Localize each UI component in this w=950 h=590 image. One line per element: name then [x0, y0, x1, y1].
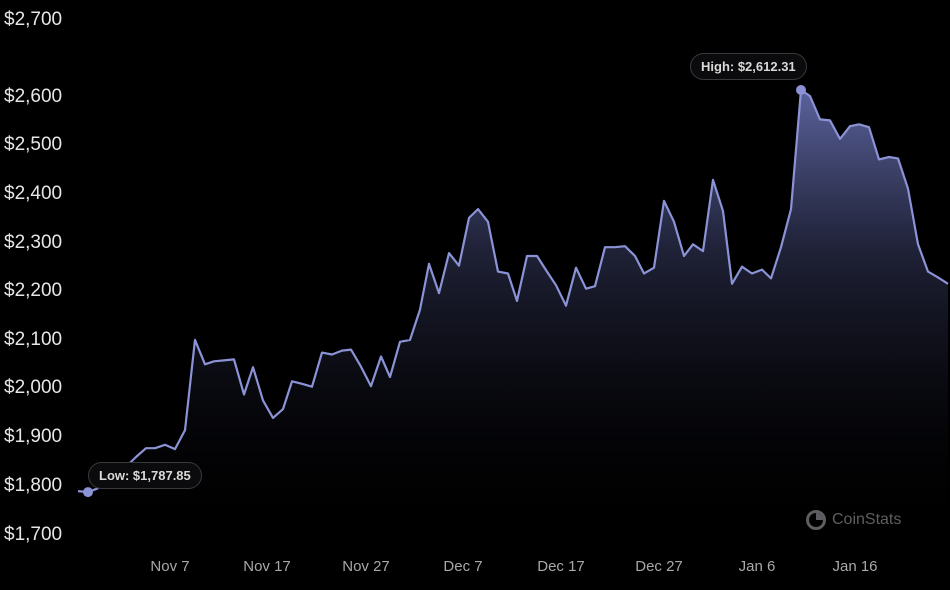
coinstats-watermark: CoinStats: [806, 510, 901, 530]
y-tick-label: $2,200: [4, 280, 63, 301]
price-area-fill: [78, 90, 948, 545]
y-tick-label: $2,400: [4, 183, 63, 204]
y-tick-label: $2,700: [4, 9, 63, 30]
y-tick-label: $1,900: [4, 426, 63, 447]
x-tick-label: Nov 17: [243, 558, 291, 575]
coinstats-logo-icon: [806, 510, 826, 530]
low-point-marker[interactable]: [83, 487, 93, 498]
y-tick-label: $2,000: [4, 377, 63, 398]
high-price-label: High: $2,612.31: [690, 53, 807, 80]
x-tick-label: Nov 7: [150, 558, 190, 575]
y-tick-label: $1,700: [4, 524, 63, 545]
y-tick-label: $1,800: [4, 475, 63, 496]
high-point-marker[interactable]: [796, 84, 806, 95]
x-tick-label: Dec 7: [443, 558, 483, 575]
x-tick-label: Nov 27: [342, 558, 390, 575]
y-tick-label: $2,600: [4, 86, 63, 107]
y-tick-label: $2,300: [4, 232, 63, 253]
x-tick-label: Jan 6: [738, 558, 776, 575]
x-tick-label: Dec 17: [537, 558, 585, 575]
y-tick-label: $2,100: [4, 329, 63, 350]
y-tick-label: $2,500: [4, 134, 63, 155]
x-tick-label: Dec 27: [635, 558, 683, 575]
x-tick-label: Jan 16: [832, 558, 878, 575]
low-price-label: Low: $1,787.85: [88, 462, 202, 489]
watermark-label: CoinStats: [832, 511, 902, 528]
